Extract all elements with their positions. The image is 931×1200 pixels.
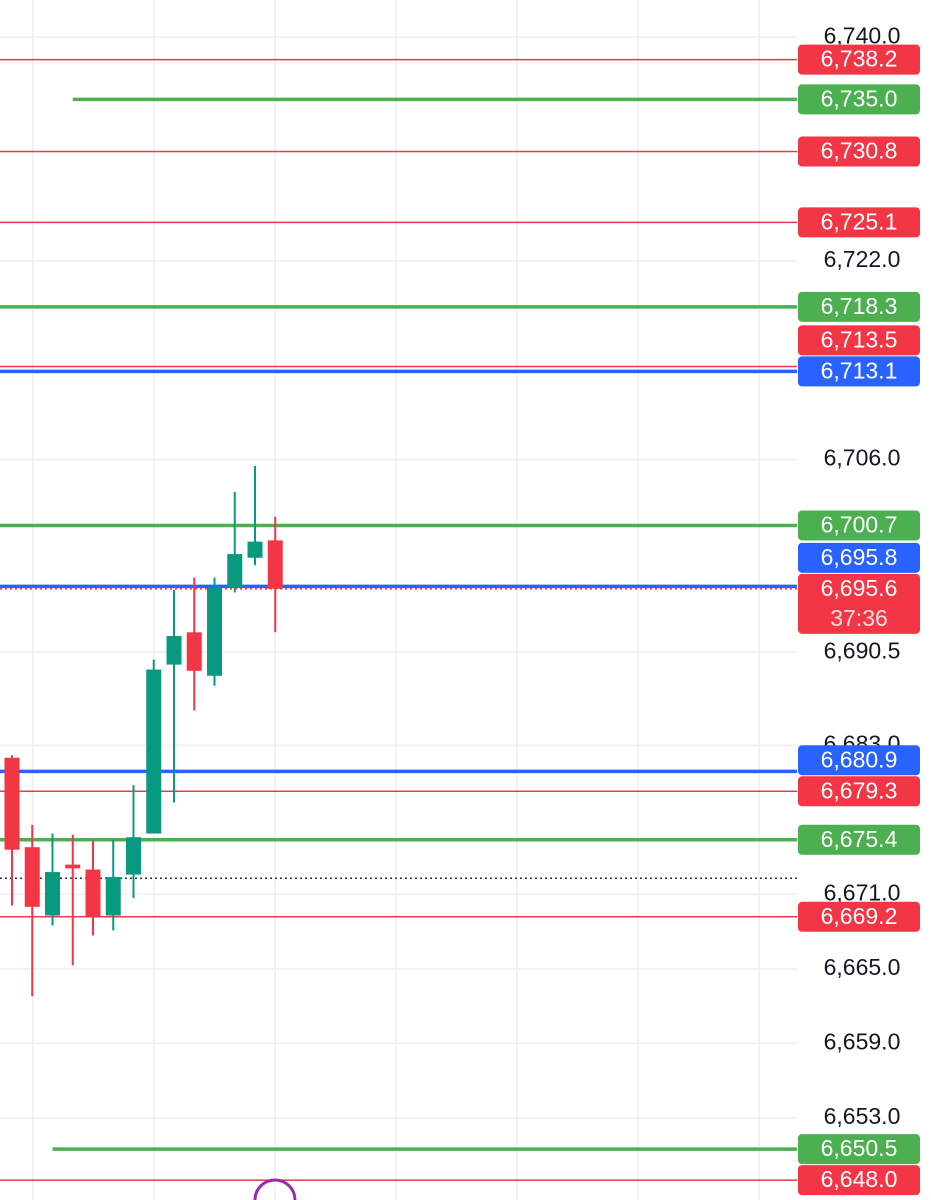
price-label-box xyxy=(798,901,920,932)
price-axis: 6,740.06,722.06,706.06,690.56,683.06,671… xyxy=(824,22,901,1129)
y-tick-label: 6,740.0 xyxy=(824,22,901,48)
price-label: 6,695.8 xyxy=(821,544,898,570)
price-label-box xyxy=(798,207,920,238)
y-tick-label: 6,690.5 xyxy=(824,637,901,663)
levels xyxy=(0,58,797,1181)
candle-body xyxy=(146,669,162,834)
price-label: 6,713.1 xyxy=(821,358,898,384)
price-label-box xyxy=(798,1134,920,1165)
countdown-label: 37:36 xyxy=(830,605,888,631)
candles xyxy=(4,465,283,997)
candle-body xyxy=(227,554,243,588)
price-label: 6,680.9 xyxy=(821,746,898,772)
price-label: 6,730.8 xyxy=(821,138,898,164)
price-label-box xyxy=(798,291,920,322)
candle-body xyxy=(45,872,60,916)
candle-body xyxy=(207,587,222,676)
price-label-box xyxy=(798,1165,920,1196)
price-label-box xyxy=(798,136,920,167)
price-label-box xyxy=(798,84,920,115)
price-label-box xyxy=(798,44,920,75)
price-label: 6,669.2 xyxy=(821,903,898,929)
price-label: 6,648.0 xyxy=(821,1166,898,1192)
level-labels: 6,648.0 6,650.5 6,669.2 6,675.4 6,679.3 6,680… xyxy=(798,44,920,1196)
candle-body xyxy=(105,877,121,916)
y-tick-label: 6,706.0 xyxy=(824,445,901,471)
candle-body xyxy=(85,869,101,917)
price-label: 6,695.6 xyxy=(821,575,898,601)
candle-body xyxy=(186,632,202,671)
candle-body xyxy=(247,541,263,558)
price-label: 6,679.3 xyxy=(821,777,898,803)
price-label-box xyxy=(798,745,920,776)
y-tick-label: 6,665.0 xyxy=(824,954,901,980)
alert-icon[interactable] xyxy=(253,1178,297,1200)
price-label-box xyxy=(798,776,920,807)
price-label-box xyxy=(798,824,920,855)
price-label: 6,650.5 xyxy=(821,1135,898,1161)
price-label: 6,725.1 xyxy=(821,208,898,234)
y-tick-label: 6,653.0 xyxy=(824,1103,901,1129)
candle-body xyxy=(4,757,20,850)
candle-body xyxy=(65,864,81,869)
price-label: 6,675.4 xyxy=(821,826,898,852)
candle-body xyxy=(24,847,40,907)
price-label-box xyxy=(798,510,920,541)
price-label: 6,700.7 xyxy=(821,512,898,538)
y-tick-label: 6,671.0 xyxy=(824,879,901,905)
price-label: 6,735.0 xyxy=(821,85,898,111)
price-label: 6,718.3 xyxy=(821,293,898,319)
candle-body xyxy=(267,540,283,589)
grid xyxy=(0,0,797,1200)
y-tick-label: 6,722.0 xyxy=(824,246,901,272)
price-label-box xyxy=(798,542,920,573)
candle-body xyxy=(166,636,182,665)
price-label-box xyxy=(798,325,920,356)
price-label: 6,713.5 xyxy=(821,327,898,353)
price-label-box xyxy=(798,573,920,634)
price-label-box xyxy=(798,356,920,387)
candle-body xyxy=(126,837,141,875)
y-tick-label: 6,659.0 xyxy=(824,1029,901,1055)
price-label: 6,738.2 xyxy=(821,46,898,72)
